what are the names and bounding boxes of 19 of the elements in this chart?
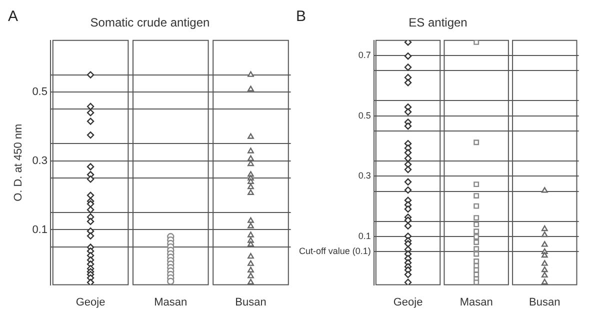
x-tick-label: Geoje [76,296,106,308]
y-axis-title: O. D. at 450 nm [12,124,25,202]
y-tick-label: 0.5 [32,86,48,98]
x-tick-label: Masan [460,296,493,308]
y-tick-label: 0.5 [358,110,371,120]
y-tick-label: 0.3 [358,170,371,181]
x-tick-label: Busan [529,296,560,308]
x-tick-label: Geoje [393,296,423,308]
text: A [8,8,18,25]
y-tick-label: 0.1 [32,224,48,236]
x-tick-label: Masan [154,296,188,308]
chart-title: ES antigen [408,16,468,30]
text: B [296,8,306,25]
chart-title: Somatic crude antigen [90,16,210,30]
y-tick-label: 0.7 [358,50,371,60]
x-tick-label: Busan [235,296,266,308]
y-tick-label: 0.1 [358,231,371,242]
y-tick-label: Cut-off value (0.1) [298,246,371,256]
y-tick-label: 0.3 [32,154,48,167]
